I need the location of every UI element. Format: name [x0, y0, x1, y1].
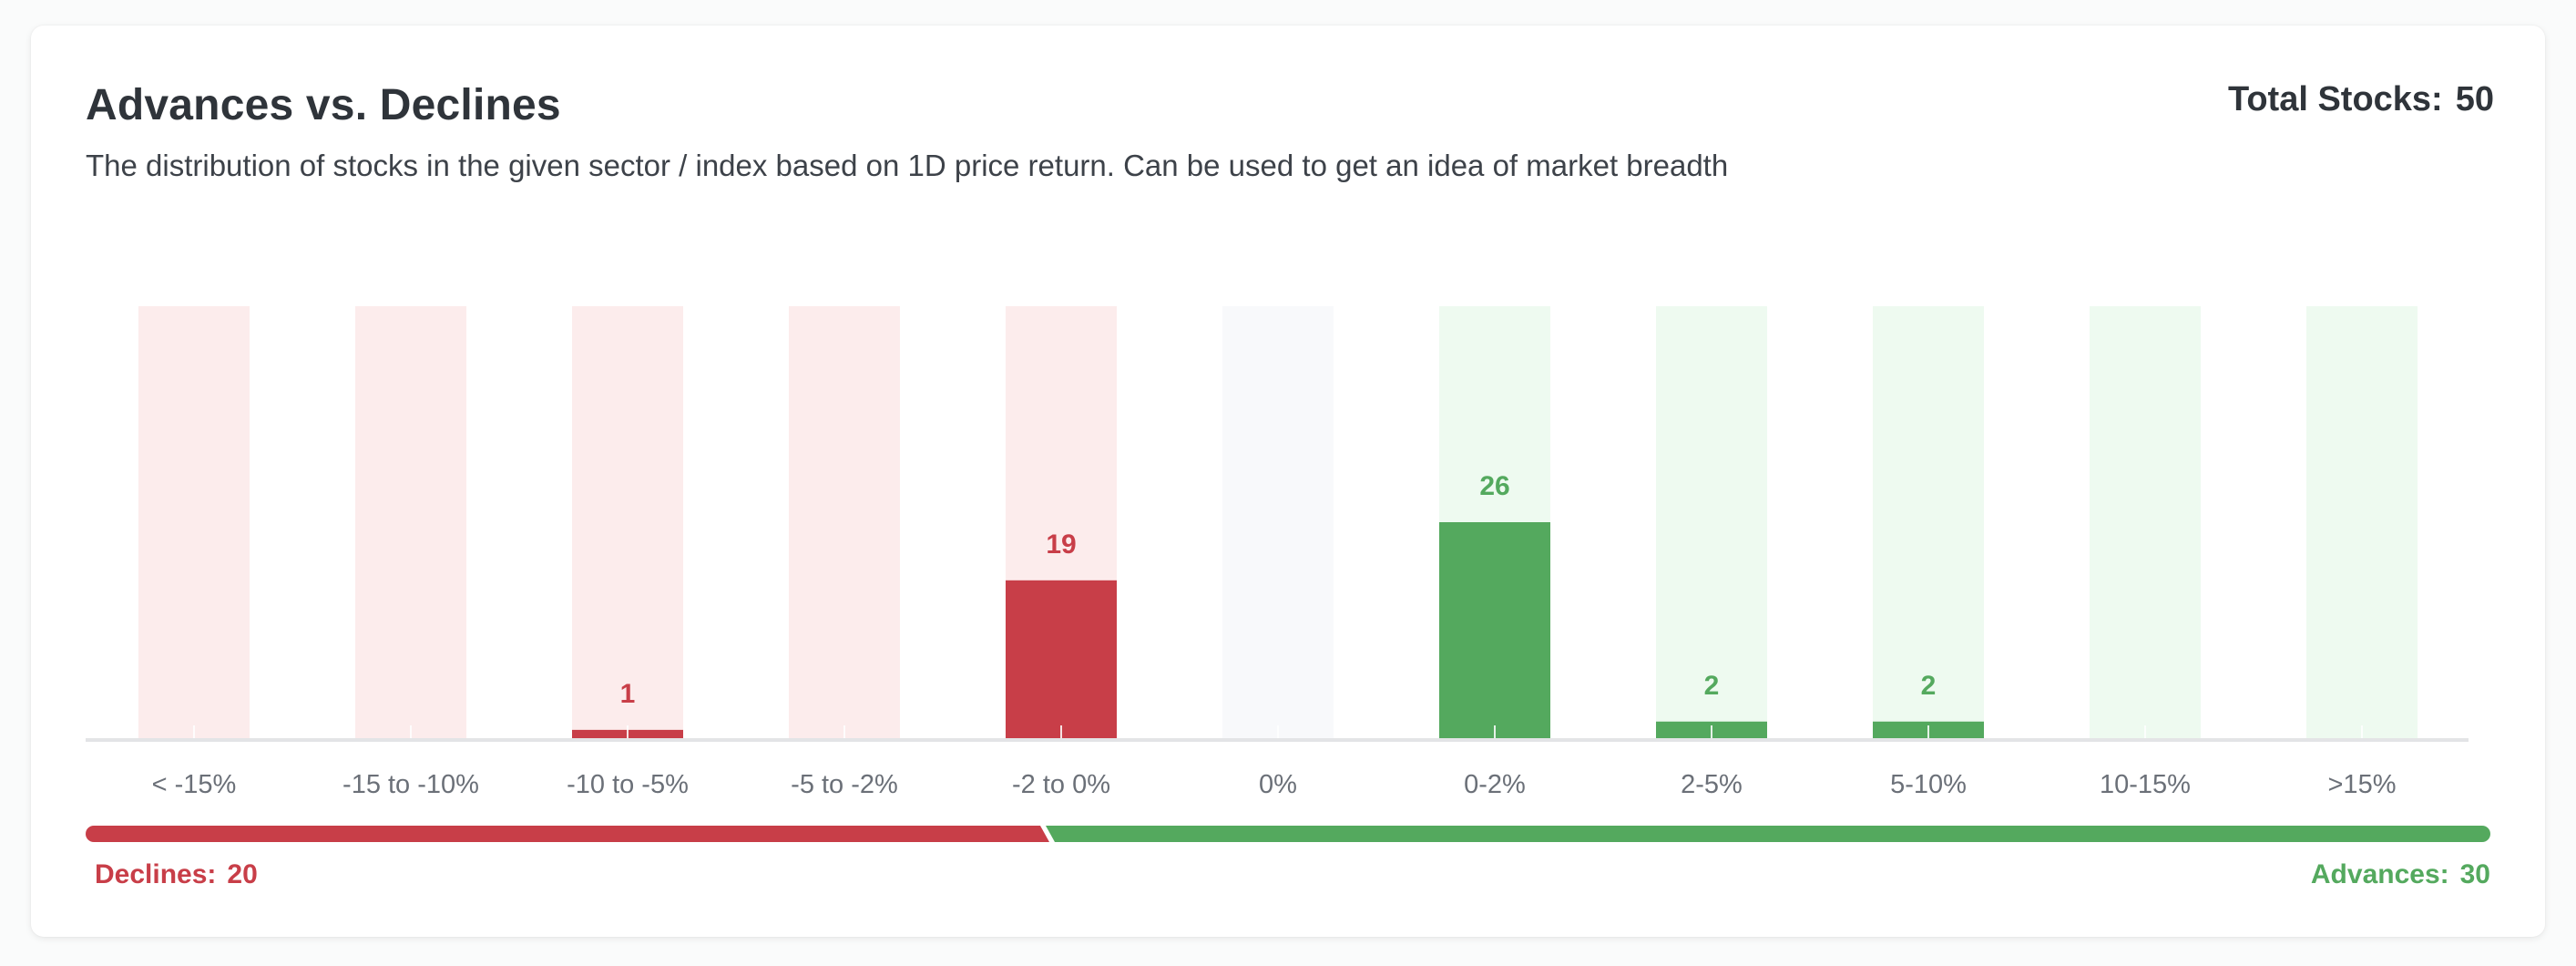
- bar-value-label: 2: [1921, 671, 1937, 701]
- total-stocks-label: Total Stocks:: [2227, 80, 2443, 118]
- bar-track: [1222, 306, 1334, 738]
- x-tick-label: >15%: [2328, 770, 2397, 799]
- bar-track: [138, 306, 250, 738]
- advances-label: Advances:: [2310, 859, 2449, 889]
- total-stocks-value: 50: [2455, 80, 2494, 118]
- x-tick-label: -2 to 0%: [1012, 770, 1110, 799]
- distribution-bar-chart: 1 19 26 2 2 < -15% -15 to -10% -10 to -5% -5 to…: [86, 306, 2490, 842]
- x-tick-label: -15 to -10%: [342, 770, 479, 799]
- chart-subtitle: The distribution of stocks in the given …: [86, 149, 1729, 182]
- bar-track: [2090, 306, 2201, 738]
- bar-value-label: 1: [620, 679, 636, 709]
- bar-track: [1873, 306, 1984, 738]
- bar-value-label: 26: [1479, 471, 1509, 501]
- x-tick-label: 10-15%: [2100, 770, 2191, 799]
- bar: [1006, 580, 1117, 738]
- declines-label: Declines:: [95, 859, 217, 889]
- total-stocks: Total Stocks: 50: [2228, 80, 2494, 119]
- advances-value: 30: [2459, 859, 2490, 889]
- x-tick-label: 0-2%: [1464, 770, 1526, 799]
- advances-breadth-bar: [1046, 826, 2490, 842]
- x-tick-label: 0%: [1259, 770, 1297, 799]
- chart-title: Advances vs. Declines: [86, 81, 561, 129]
- x-tick-label: 5-10%: [1890, 770, 1967, 799]
- bar-track: [789, 306, 900, 738]
- declines-breadth-bar: [86, 826, 1049, 842]
- x-tick-label: < -15%: [152, 770, 237, 799]
- advances-summary: Advances: 30: [2311, 859, 2490, 890]
- x-tick-label: -10 to -5%: [567, 770, 689, 799]
- declines-summary: Declines: 20: [95, 859, 258, 890]
- x-tick-label: -5 to -2%: [791, 770, 898, 799]
- bar: [1439, 522, 1550, 738]
- advances-declines-card: Advances vs. Declines The distribution o…: [31, 26, 2545, 937]
- bar-value-label: 2: [1704, 671, 1720, 701]
- declines-value: 20: [227, 859, 258, 889]
- bar-value-label: 19: [1046, 529, 1076, 560]
- bar-track: [355, 306, 466, 738]
- bar-track: [2306, 306, 2418, 738]
- bar-track: [572, 306, 683, 738]
- bar-track: [1656, 306, 1767, 738]
- x-tick-label: 2-5%: [1681, 770, 1743, 799]
